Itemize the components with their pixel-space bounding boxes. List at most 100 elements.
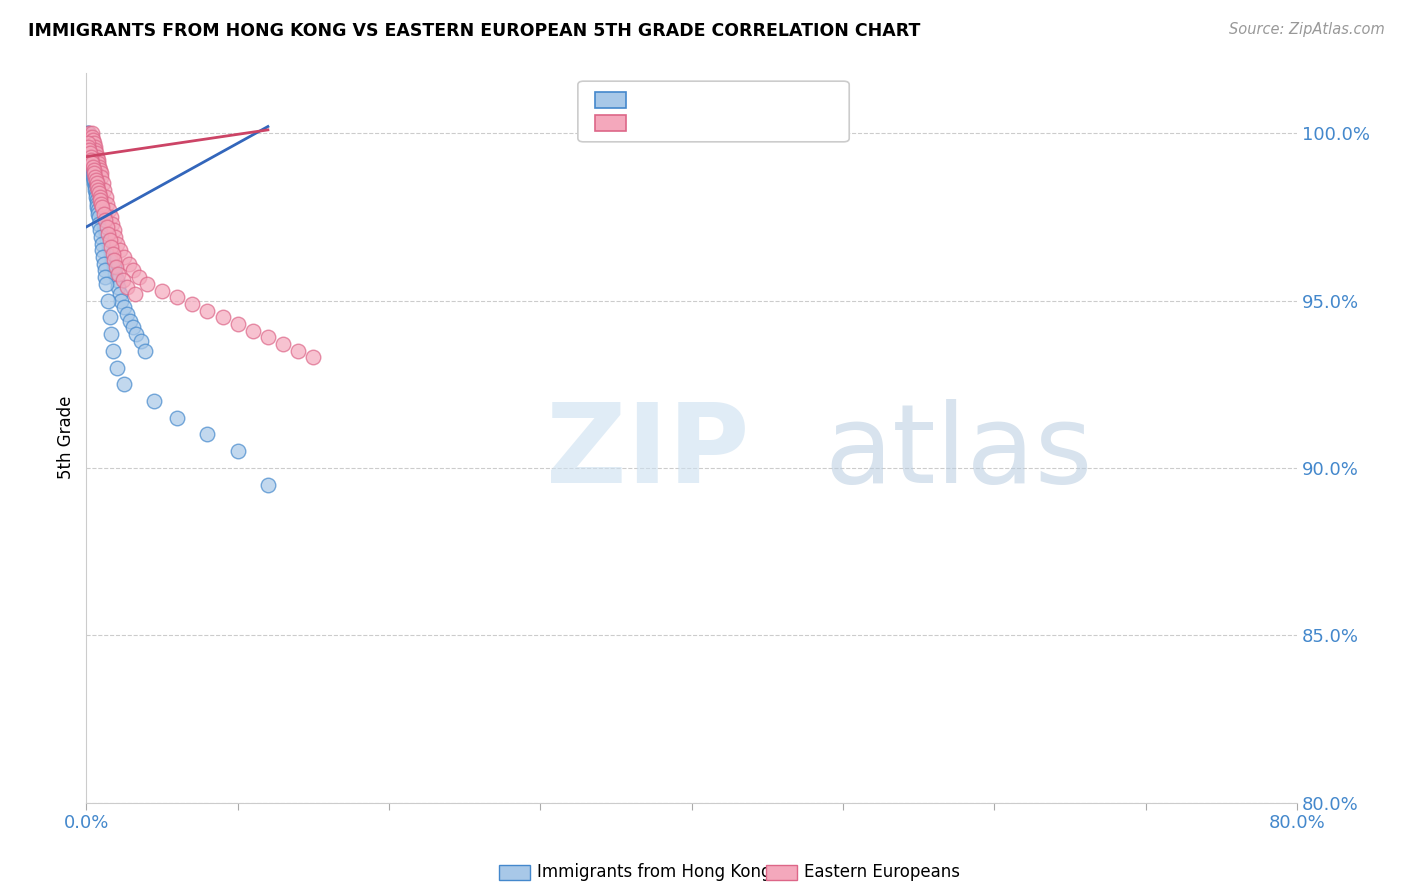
Point xyxy=(82,146,104,161)
Point xyxy=(94,270,117,285)
Point xyxy=(89,217,111,231)
Point xyxy=(91,213,114,227)
Point xyxy=(96,219,118,234)
Point xyxy=(89,223,111,237)
Point xyxy=(86,179,108,194)
Point xyxy=(103,223,125,237)
Point xyxy=(103,260,125,274)
Point xyxy=(105,360,128,375)
Point xyxy=(96,196,118,211)
Point xyxy=(112,300,135,314)
Point xyxy=(93,257,115,271)
Point xyxy=(257,330,280,344)
Point xyxy=(86,186,108,201)
Point xyxy=(82,160,104,174)
Point xyxy=(87,210,110,224)
Point xyxy=(79,129,101,144)
Point xyxy=(211,310,233,325)
Point xyxy=(122,320,145,334)
Point xyxy=(93,183,115,197)
Point xyxy=(79,136,101,151)
Point xyxy=(83,163,105,178)
Point xyxy=(76,129,98,144)
Point xyxy=(287,343,309,358)
Point xyxy=(112,377,135,392)
Point xyxy=(82,153,104,167)
Point xyxy=(97,227,120,241)
Point xyxy=(98,310,121,325)
Point xyxy=(302,351,325,365)
Point xyxy=(79,150,101,164)
Point xyxy=(80,126,103,140)
Point xyxy=(89,163,111,178)
Point xyxy=(105,236,128,251)
Point xyxy=(135,277,157,291)
Point xyxy=(111,273,134,287)
Point xyxy=(86,183,108,197)
Point xyxy=(107,267,129,281)
Point xyxy=(77,143,100,157)
Point xyxy=(76,139,98,153)
Point xyxy=(226,444,249,458)
Point xyxy=(103,253,125,268)
Point xyxy=(94,190,117,204)
Point xyxy=(89,193,111,207)
Text: R =  0.158   N = 110: R = 0.158 N = 110 xyxy=(633,91,820,109)
Point xyxy=(79,146,101,161)
Point xyxy=(107,280,129,294)
Text: Eastern Europeans: Eastern Europeans xyxy=(804,863,960,881)
Point xyxy=(94,277,117,291)
Text: IMMIGRANTS FROM HONG KONG VS EASTERN EUROPEAN 5TH GRADE CORRELATION CHART: IMMIGRANTS FROM HONG KONG VS EASTERN EUR… xyxy=(28,22,921,40)
Point xyxy=(80,156,103,170)
Point xyxy=(108,286,131,301)
Point xyxy=(166,290,188,304)
Point xyxy=(86,179,108,194)
Point xyxy=(80,160,103,174)
Point xyxy=(89,160,111,174)
Point xyxy=(87,193,110,207)
Point xyxy=(93,217,115,231)
Y-axis label: 5th Grade: 5th Grade xyxy=(58,396,75,480)
Point xyxy=(112,250,135,264)
Point xyxy=(87,190,110,204)
Point xyxy=(80,136,103,151)
Point xyxy=(87,206,110,220)
Point xyxy=(98,203,121,218)
Point xyxy=(82,166,104,180)
Point xyxy=(86,196,108,211)
Text: atlas: atlas xyxy=(825,399,1094,506)
Point xyxy=(84,163,107,178)
Point xyxy=(134,343,156,358)
Point xyxy=(79,150,101,164)
Point xyxy=(77,126,100,140)
Point xyxy=(115,280,138,294)
Point xyxy=(97,293,120,308)
Point xyxy=(84,146,107,161)
Point xyxy=(83,173,105,187)
Point xyxy=(91,250,114,264)
Point xyxy=(83,163,105,178)
Point xyxy=(195,303,218,318)
Point xyxy=(79,156,101,170)
Point xyxy=(90,236,112,251)
Point xyxy=(257,477,280,491)
Point xyxy=(79,133,101,147)
Point xyxy=(84,177,107,191)
Point xyxy=(83,136,105,151)
Point xyxy=(79,153,101,167)
Point xyxy=(87,183,110,197)
Point xyxy=(76,136,98,151)
Point xyxy=(80,153,103,167)
Point xyxy=(77,126,100,140)
Point xyxy=(100,210,122,224)
Point xyxy=(90,196,112,211)
Point xyxy=(86,153,108,167)
Point xyxy=(83,169,105,184)
Point xyxy=(84,169,107,184)
Point xyxy=(77,126,100,140)
Point xyxy=(84,173,107,187)
Point xyxy=(118,257,141,271)
Point xyxy=(89,200,111,214)
Point xyxy=(89,196,111,211)
Point xyxy=(108,244,131,258)
